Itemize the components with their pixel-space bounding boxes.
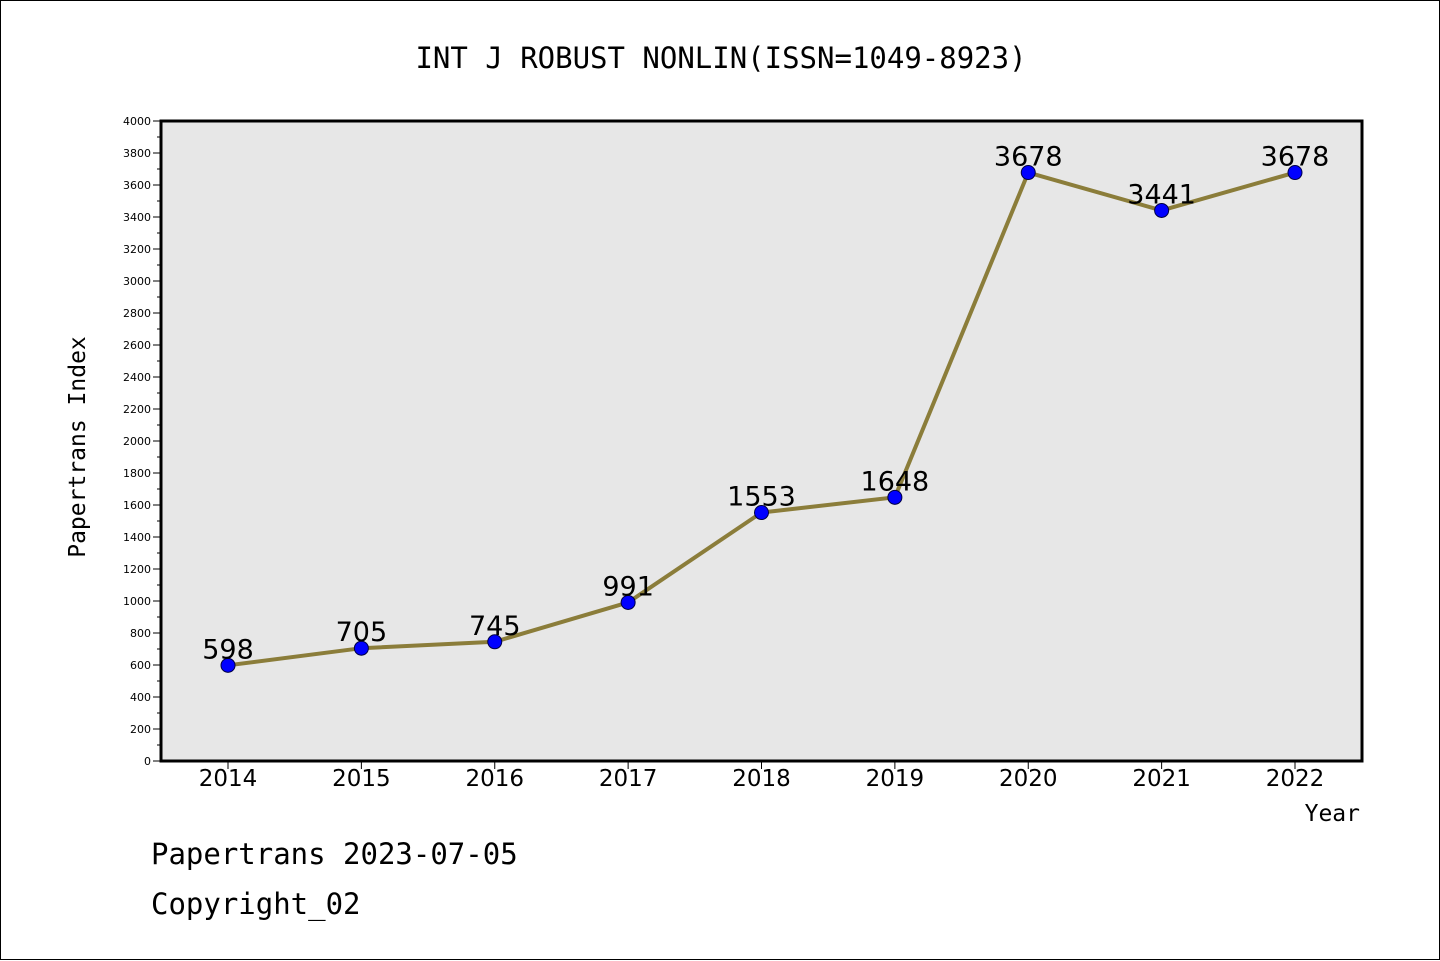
y-tick-label: 200 [130, 723, 151, 736]
data-point [353, 640, 369, 656]
y-tick-label: 600 [130, 659, 151, 672]
data-point [220, 657, 236, 673]
copyright-text: Copyright_02 [151, 887, 361, 921]
data-point [1287, 165, 1303, 181]
y-tick-label: 2400 [123, 371, 151, 384]
data-label: 745 [469, 611, 521, 642]
x-tick-label: 2020 [999, 766, 1058, 792]
x-tick-label: 2015 [332, 766, 391, 792]
y-tick-label: 2200 [123, 403, 151, 416]
data-label: 1553 [727, 482, 796, 513]
y-tick-label: 3000 [123, 275, 151, 288]
data-label: 3678 [994, 142, 1063, 173]
data-labels-group: 598 705 745 991 1553 1648 3678 3441 3678 [202, 142, 1329, 666]
x-axis: 2014 2015 2016 2017 2018 2019 2020 2021 2022 [199, 761, 1325, 792]
x-tick-label: 2022 [1266, 766, 1325, 792]
y-tick-label: 2800 [123, 307, 151, 320]
x-tick-label: 2014 [199, 766, 258, 792]
y-tick-label: 1400 [123, 531, 151, 544]
y-tick-label: 3600 [123, 179, 151, 192]
x-tick-label: 2019 [866, 766, 925, 792]
y-tick-label: 1800 [123, 467, 151, 480]
y-tick-label: 2600 [123, 339, 151, 352]
x-tick-label: 2018 [732, 766, 791, 792]
data-point [487, 634, 503, 650]
data-label: 991 [602, 571, 654, 602]
x-tick-label: 2016 [465, 766, 524, 792]
source-date-text: Papertrans 2023-07-05 [151, 837, 518, 871]
data-label: 705 [336, 617, 388, 648]
y-tick-label: 0 [144, 755, 151, 768]
x-tick-label: 2017 [599, 766, 658, 792]
data-point [1154, 202, 1170, 218]
y-tick-label: 3200 [123, 243, 151, 256]
y-tick-label: 4000 [123, 115, 151, 128]
y-tick-label: 1200 [123, 563, 151, 576]
y-tick-label: 1000 [123, 595, 151, 608]
data-point [620, 594, 636, 610]
y-axis: 0 200 400 600 800 1000 1200 1400 1600 1800 2000 220… [123, 115, 161, 768]
plot-area [159, 119, 1364, 763]
y-tick-label: 2000 [123, 435, 151, 448]
x-tick-label: 2021 [1132, 766, 1191, 792]
data-points-group [220, 165, 1303, 673]
y-axis-label: Papertrans Index [65, 336, 91, 558]
data-point [754, 505, 769, 521]
y-tick-label: 800 [130, 627, 151, 640]
chart-title: INT J ROBUST NONLIN(ISSN=1049-8923) [415, 41, 1026, 75]
y-tick-label: 1600 [123, 499, 151, 512]
data-point [1020, 165, 1036, 181]
data-label: 1648 [861, 466, 930, 497]
y-tick-label: 3400 [123, 211, 151, 224]
data-label: 598 [202, 634, 254, 665]
data-label: 3441 [1127, 179, 1196, 210]
y-tick-label: 400 [130, 691, 151, 704]
data-label: 3678 [1261, 142, 1330, 173]
x-axis-label: Year [1305, 801, 1360, 827]
data-point [887, 489, 903, 505]
y-tick-label: 3800 [123, 147, 151, 160]
